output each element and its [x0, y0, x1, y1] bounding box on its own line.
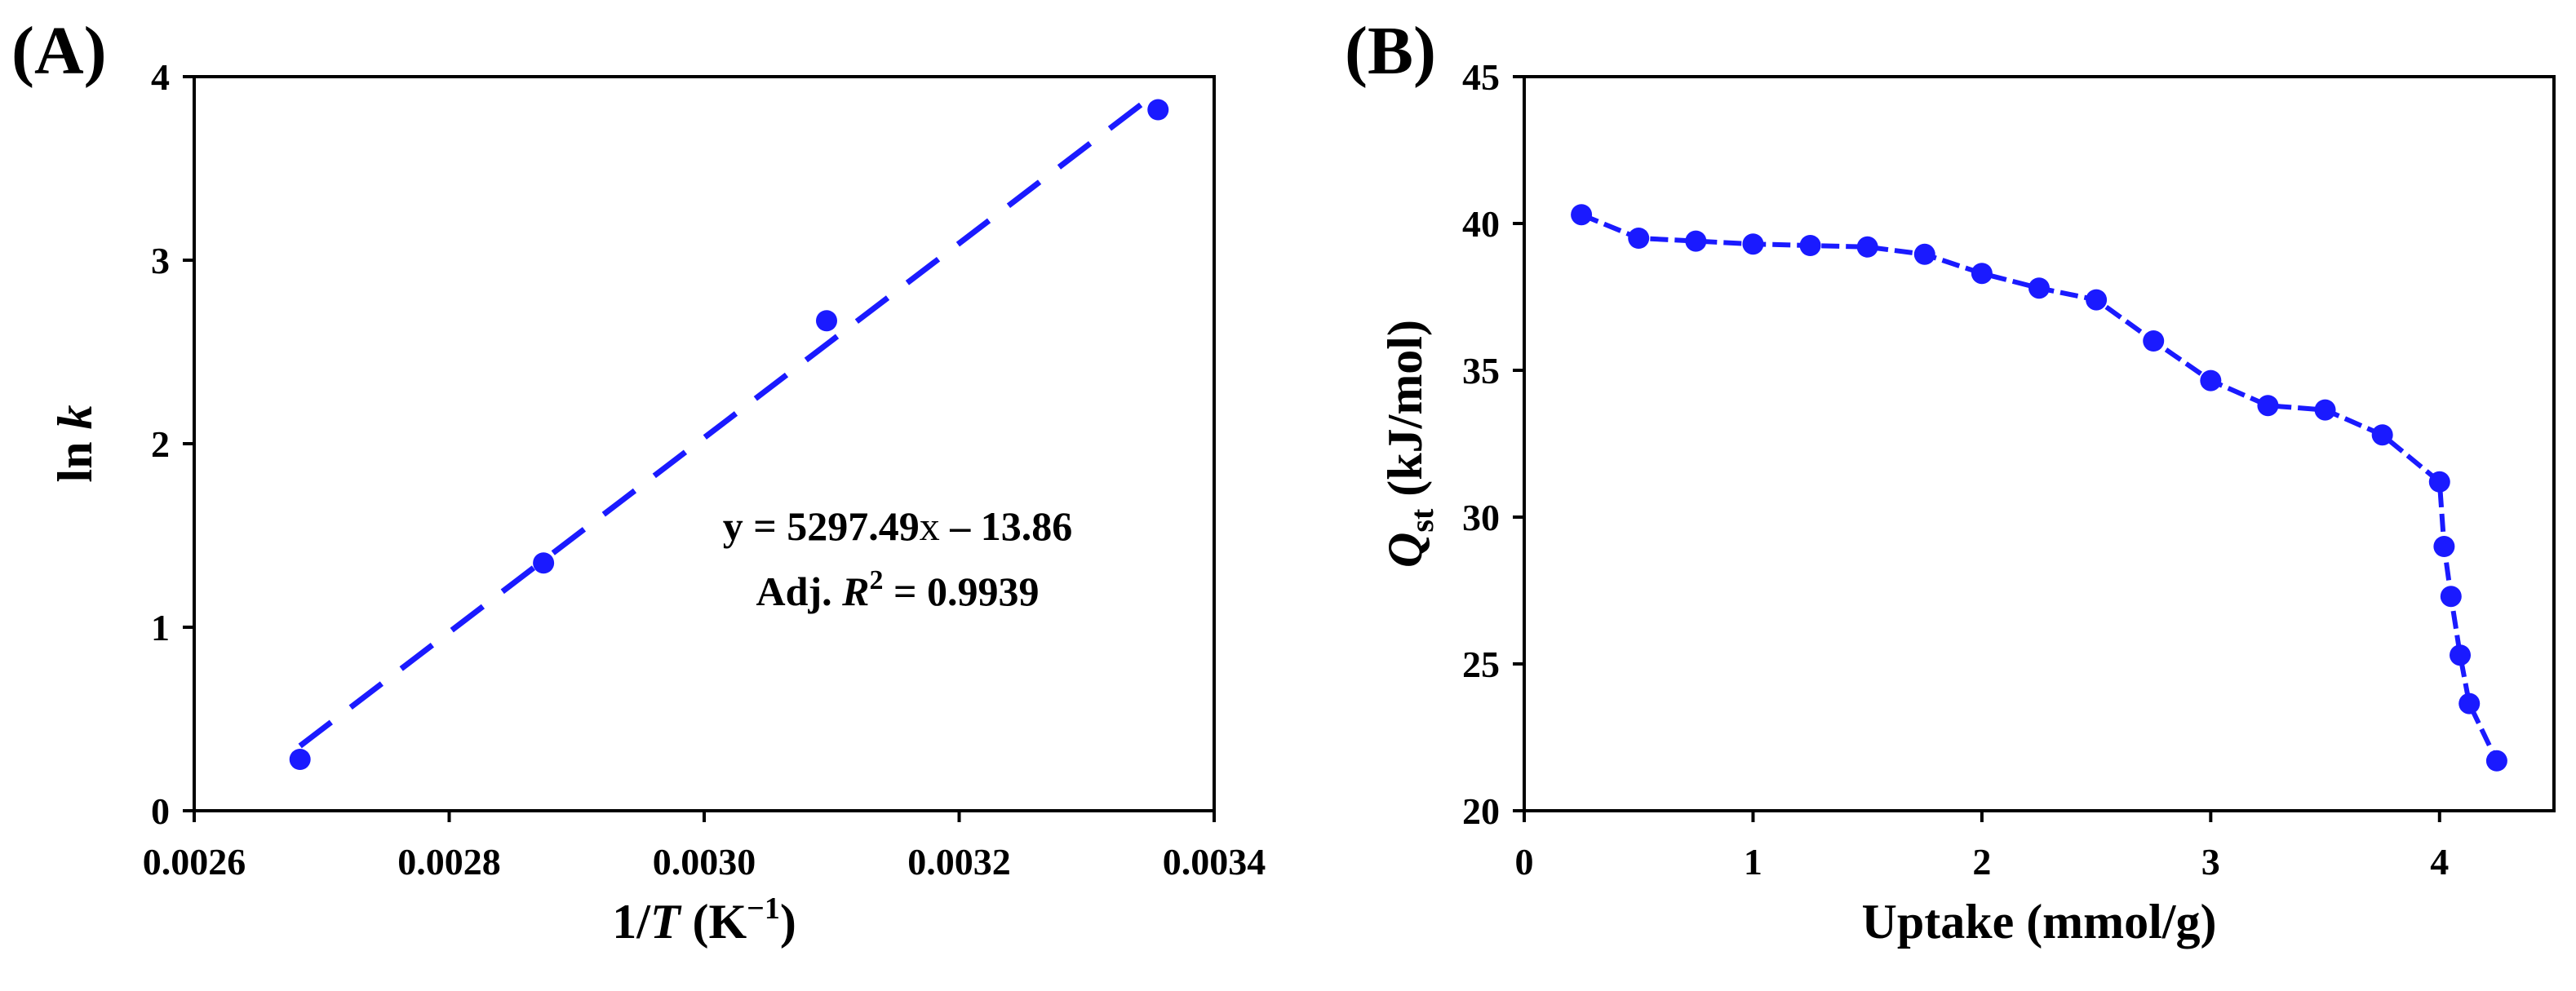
- panel-b-y-tick-labels: 20 25 30 35 40 45: [1462, 56, 1500, 832]
- fit-r-squared-lead: Adj.: [756, 568, 843, 614]
- panel-b-y-axis-title-sub: st: [1403, 508, 1440, 533]
- panel-a-x-axis-title-prefix: 1/: [612, 895, 651, 949]
- panel-a-y-tick-labels: 0 1 2 3 4: [151, 56, 170, 832]
- data-point: [1971, 263, 1993, 285]
- data-point: [1799, 235, 1821, 256]
- fit-r-squared-var: R: [841, 568, 869, 614]
- panel-b-x-tick-label: 3: [2201, 841, 2220, 883]
- panel-a-x-tick-label: 0.0032: [907, 841, 1011, 883]
- panel-b-x-tick-label: 1: [1744, 841, 1762, 883]
- data-point: [2371, 424, 2393, 446]
- panel-a-x-tick-labels: 0.0026 0.0028 0.0030 0.0032 0.0034: [143, 841, 1266, 883]
- panel-a-x-axis-title-var: T: [650, 895, 682, 949]
- panel-b-x-axis-title: Uptake (mmol/g): [1862, 895, 2217, 949]
- panel-a-x-axis-title-close: ): [780, 895, 796, 949]
- panel-b-y-tick-label: 45: [1462, 56, 1500, 98]
- data-point: [2428, 471, 2450, 493]
- data-point: [2459, 692, 2481, 714]
- panel-b-y-tick-label: 20: [1462, 790, 1500, 832]
- data-point: [2450, 644, 2472, 666]
- panel-b-x-tick-label: 4: [2430, 841, 2449, 883]
- panel-b-y-tick-label: 40: [1462, 203, 1500, 245]
- panel-b-y-tick-label: 30: [1462, 497, 1500, 538]
- data-point: [533, 552, 555, 574]
- data-point: [2485, 750, 2507, 772]
- panel-b-y-axis-title-var: Q: [1378, 533, 1432, 568]
- panel-a-data-layer: [289, 89, 1169, 770]
- panel-a-x-tick-label: 0.0034: [1163, 841, 1266, 883]
- fit-line: [298, 89, 1160, 749]
- data-point: [2314, 399, 2336, 421]
- data-point: [289, 749, 311, 770]
- data-point: [2257, 395, 2279, 417]
- fit-equation-tail: – 13.86: [940, 503, 1073, 549]
- fit-equation: y = 5297.49x – 13.86: [723, 503, 1073, 549]
- fit-r-squared: Adj. R2 = 0.9939: [756, 565, 1040, 614]
- panel-b-data-layer: [1571, 204, 2507, 772]
- panel-a-y-tick-label: 1: [151, 607, 170, 648]
- panel-b-y-axis-title: Qst (kJ/mol): [1378, 320, 1440, 568]
- fit-r-squared-tail: = 0.9939: [883, 568, 1039, 614]
- data-point: [1628, 228, 1650, 249]
- data-point: [1571, 204, 1593, 226]
- data-point: [1685, 230, 1707, 252]
- data-point: [2143, 330, 2165, 352]
- panel-a: (A) 0.0026 0.0028 0.0030 0.0032 0.0034 0…: [11, 13, 1266, 949]
- panel-a-x-tick-label: 0.0026: [143, 841, 246, 883]
- panel-b-ticks: [1513, 75, 2441, 822]
- panel-a-y-tick-label: 4: [151, 56, 170, 98]
- data-point: [2433, 536, 2455, 557]
- panel-b-x-tick-label: 0: [1515, 841, 1534, 883]
- panel-b-y-tick-label: 35: [1462, 350, 1500, 392]
- panel-b-y-tick-label: 25: [1462, 644, 1500, 685]
- panel-b-x-tick-labels: 0 1 2 3 4: [1515, 841, 2450, 883]
- data-point: [1742, 233, 1764, 255]
- panel-a-x-tick-label: 0.0028: [397, 841, 501, 883]
- data-point: [2440, 586, 2462, 608]
- fit-equation-xvar: x: [920, 503, 940, 549]
- panel-a-y-tick-label: 0: [151, 790, 170, 832]
- panel-a-y-tick-label: 3: [151, 240, 170, 281]
- data-point: [1147, 99, 1169, 121]
- panel-a-fit-annotation: y = 5297.49x – 13.86 Adj. R2 = 0.9939: [723, 503, 1073, 614]
- fit-equation-lead: y = 5297.49: [723, 503, 920, 549]
- data-point: [816, 310, 837, 332]
- panel-a-x-axis-title-unit: (K: [681, 895, 747, 949]
- data-point: [1913, 243, 1935, 265]
- data-point: [2028, 277, 2050, 299]
- panel-b-letter: (B): [1345, 13, 1436, 89]
- panel-b-plot-frame: [1523, 75, 2556, 812]
- panel-a-ticks: [183, 75, 1216, 822]
- panel-a-x-axis-title-unit-sup: −1: [747, 891, 780, 926]
- panel-b-y-axis-title-unit: (kJ/mol): [1378, 320, 1432, 509]
- panel-b: (B) 0 1 2 3 4 20 25 30 35 40 45 Uptake (…: [1345, 13, 2556, 949]
- data-point: [2200, 369, 2222, 392]
- panel-a-y-axis-title-prefix: ln: [48, 429, 102, 482]
- panel-a-x-axis-title: 1/T (K−1): [612, 891, 796, 949]
- panel-a-y-axis-title-var: k: [48, 405, 102, 429]
- data-point: [1856, 236, 1878, 258]
- panel-b-x-tick-label: 2: [1972, 841, 1991, 883]
- panel-a-x-tick-label: 0.0030: [653, 841, 756, 883]
- panel-a-plot-frame: [193, 75, 1216, 812]
- panel-a-y-axis-title: ln k: [48, 405, 102, 482]
- data-point: [2086, 289, 2108, 311]
- panel-a-y-tick-label: 2: [151, 423, 170, 465]
- panel-a-letter: (A): [11, 13, 107, 89]
- fit-r-squared-sup: 2: [869, 565, 883, 595]
